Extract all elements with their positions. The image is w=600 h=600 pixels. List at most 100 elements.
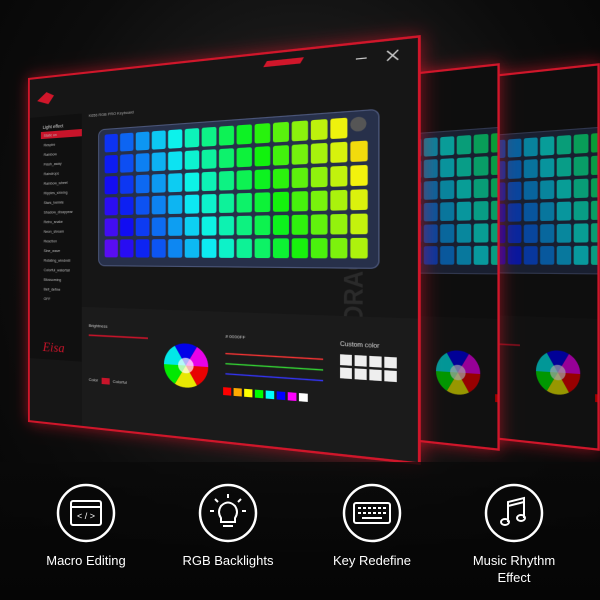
custom-swatch[interactable] — [354, 355, 367, 367]
key[interactable] — [201, 194, 217, 214]
key[interactable] — [507, 138, 522, 158]
custom-swatch[interactable] — [340, 354, 352, 366]
key[interactable] — [330, 213, 348, 235]
color-wheel[interactable] — [535, 371, 558, 392]
key[interactable] — [523, 180, 538, 200]
key[interactable] — [218, 193, 235, 213]
key[interactable] — [151, 239, 166, 258]
key[interactable] — [272, 121, 289, 143]
key[interactable] — [590, 132, 600, 153]
color-wheel[interactable] — [546, 349, 569, 374]
key[interactable] — [120, 175, 134, 194]
key[interactable] — [540, 224, 555, 243]
key[interactable] — [573, 245, 589, 265]
key[interactable] — [135, 153, 150, 172]
color-wheel[interactable] — [557, 372, 581, 394]
key[interactable] — [135, 239, 150, 258]
key[interactable] — [473, 178, 489, 199]
key[interactable] — [310, 166, 328, 188]
rgb-slider[interactable] — [497, 361, 499, 367]
key[interactable] — [423, 224, 438, 243]
key[interactable] — [350, 237, 368, 259]
close[interactable] — [387, 50, 398, 61]
key[interactable] — [184, 194, 200, 214]
key[interactable] — [330, 117, 348, 140]
key[interactable] — [590, 155, 600, 176]
key[interactable] — [218, 148, 235, 169]
key[interactable] — [490, 245, 500, 265]
key[interactable] — [310, 142, 328, 164]
key[interactable] — [218, 238, 235, 258]
color-toggle[interactable] — [101, 377, 110, 385]
key[interactable] — [184, 128, 200, 148]
key[interactable] — [168, 239, 183, 258]
color-wheel[interactable] — [446, 371, 469, 396]
key[interactable] — [184, 172, 200, 192]
swatch[interactable] — [233, 387, 242, 397]
key[interactable] — [201, 126, 217, 147]
key[interactable] — [120, 196, 134, 216]
key[interactable] — [330, 237, 348, 259]
key[interactable] — [440, 224, 455, 243]
key[interactable] — [350, 213, 368, 235]
key[interactable] — [291, 238, 309, 259]
key[interactable] — [310, 119, 328, 141]
key[interactable] — [573, 133, 589, 154]
key[interactable] — [168, 173, 183, 193]
key[interactable] — [490, 223, 500, 243]
key[interactable] — [556, 245, 572, 265]
swatch[interactable] — [495, 394, 500, 403]
key[interactable] — [135, 131, 150, 151]
custom-swatch[interactable] — [384, 370, 397, 383]
swatch[interactable] — [287, 392, 297, 402]
key[interactable] — [490, 200, 500, 220]
key[interactable] — [201, 238, 217, 258]
key[interactable] — [573, 201, 589, 221]
minimize[interactable] — [356, 58, 367, 59]
key[interactable] — [201, 171, 217, 192]
swatch[interactable] — [254, 389, 264, 399]
key[interactable] — [590, 245, 600, 265]
key[interactable] — [135, 217, 150, 237]
key[interactable] — [184, 150, 200, 170]
key[interactable] — [350, 189, 368, 211]
rgb-slider[interactable] — [597, 361, 599, 367]
key[interactable] — [490, 155, 500, 176]
key[interactable] — [254, 192, 271, 213]
key[interactable] — [291, 214, 309, 235]
key[interactable] — [310, 238, 328, 259]
key[interactable] — [254, 215, 271, 236]
key[interactable] — [490, 132, 500, 153]
key[interactable] — [456, 201, 472, 221]
key[interactable] — [423, 180, 438, 200]
color-wheel[interactable] — [546, 371, 569, 396]
color-wheel[interactable] — [457, 372, 481, 394]
key[interactable] — [507, 224, 522, 244]
key[interactable] — [456, 157, 472, 177]
key[interactable] — [440, 202, 455, 222]
key[interactable] — [473, 156, 489, 176]
key[interactable] — [272, 238, 289, 259]
color-wheel[interactable] — [557, 353, 581, 375]
key[interactable] — [254, 238, 271, 259]
color-wheel[interactable] — [435, 352, 458, 373]
swatch[interactable] — [244, 388, 253, 398]
key[interactable] — [490, 177, 500, 198]
custom-swatch[interactable] — [369, 355, 382, 368]
key[interactable] — [556, 157, 572, 177]
key[interactable] — [540, 202, 555, 222]
key[interactable] — [556, 201, 572, 221]
key[interactable] — [151, 152, 166, 172]
color-wheel[interactable] — [435, 371, 458, 392]
key[interactable] — [540, 158, 555, 178]
key[interactable] — [423, 246, 438, 265]
key[interactable] — [473, 245, 489, 265]
key[interactable] — [218, 216, 235, 236]
key[interactable] — [556, 223, 572, 243]
key[interactable] — [291, 191, 309, 212]
key[interactable] — [573, 156, 589, 176]
key[interactable] — [291, 167, 309, 189]
key[interactable] — [456, 223, 472, 243]
key[interactable] — [120, 153, 134, 173]
key[interactable] — [540, 246, 555, 265]
